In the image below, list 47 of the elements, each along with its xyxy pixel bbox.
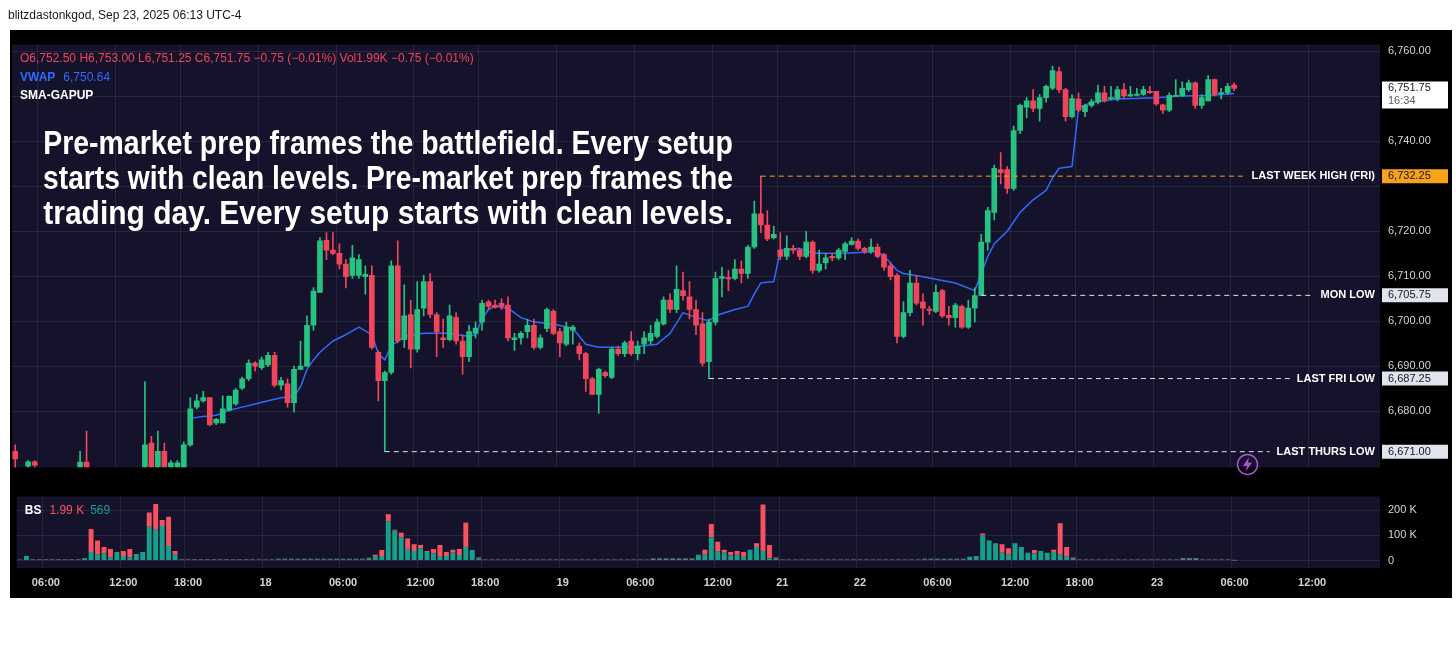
text: 16:34 xyxy=(1388,94,1416,107)
text: blitzdastonkgod, Sep 23, 2025 06:13 UTC-4 xyxy=(8,8,242,22)
text: 6,732.25 xyxy=(1388,169,1431,182)
annotation: SMA-GAPUP xyxy=(20,87,94,102)
y-tick-label: 200 K xyxy=(1388,503,1418,516)
annotation: O6,752.50 H6,753.00 L6,751.25 C6,751.75 −0.75 (−0.01%) Vol1.99K −0.75 (−0.01%) xyxy=(20,50,474,65)
y-tick-label: 6,760.00 xyxy=(1388,44,1431,57)
x-tick-label: 06:00 xyxy=(923,575,952,588)
text: 6,671.00 xyxy=(1388,444,1431,457)
y-tick-label: 6,720.00 xyxy=(1388,224,1431,237)
ref-line-label: MON LOW xyxy=(1320,288,1376,301)
x-tick-label: 06:00 xyxy=(626,575,655,588)
x-tick-label: 12:00 xyxy=(1000,575,1030,588)
y-tick-label: 6,690.00 xyxy=(1388,359,1431,372)
x-tick-label: 23 xyxy=(1150,575,1164,588)
ref-line-label: LAST FRI LOW xyxy=(1296,371,1376,384)
x-tick-label: 06:00 xyxy=(328,575,358,588)
x-tick-label: 21 xyxy=(776,575,789,588)
y-tick-label: 0 xyxy=(1388,553,1395,566)
x-tick-label: 12:00 xyxy=(703,575,732,588)
y-tick-label: 6,680.00 xyxy=(1388,404,1431,417)
y-tick-label: 6,710.00 xyxy=(1388,269,1431,282)
x-tick-label: 18:00 xyxy=(471,575,500,588)
x-tick-label: 12:00 xyxy=(109,575,138,588)
x-tick-label: 22 xyxy=(853,575,867,588)
text: 6,687.25 xyxy=(1388,371,1431,384)
annotation: 1.99 K xyxy=(49,502,85,517)
y-tick-label: 6,740.00 xyxy=(1388,134,1431,147)
ref-line-label: LAST WEEK HIGH (FRI) xyxy=(1251,169,1376,182)
y-tick-label: 6,700.00 xyxy=(1388,314,1431,327)
ref-line-label: LAST THURS LOW xyxy=(1276,444,1376,457)
x-tick-label: 18:00 xyxy=(1065,575,1094,588)
x-tick-label: 19 xyxy=(556,575,569,588)
text: Pre-market prep frames the battlefield. Every setup starts with clean levels. Pre-market prep frames the trading day. Every setup starts with clean levels. xyxy=(43,123,733,232)
text: BS xyxy=(24,502,42,517)
text: VWAP xyxy=(20,69,56,84)
x-tick-label: 18 xyxy=(259,575,272,588)
x-tick-label: 12:00 xyxy=(406,575,435,588)
annotation: 6,750.64 xyxy=(63,69,111,84)
annotation: 569 xyxy=(90,502,111,517)
text: 6,751.75 xyxy=(1388,81,1431,94)
x-tick-label: 06:00 xyxy=(1220,575,1249,588)
y-tick-label: 100 K xyxy=(1388,528,1418,541)
x-tick-label: 18:00 xyxy=(173,575,203,588)
text: 6,705.75 xyxy=(1388,288,1431,301)
x-tick-label: 06:00 xyxy=(31,575,60,588)
x-tick-label: 12:00 xyxy=(1298,575,1327,588)
